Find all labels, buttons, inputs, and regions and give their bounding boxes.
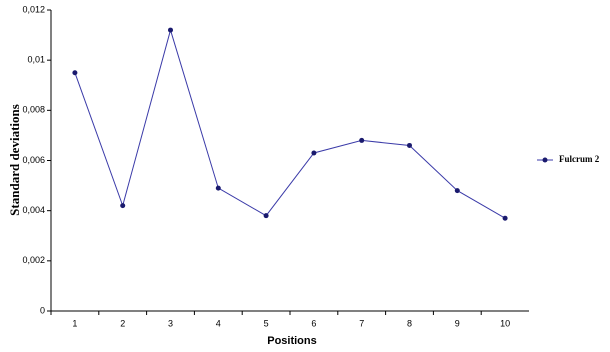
legend-label: Fulcrum 2 [559, 154, 600, 164]
x-tick-label: 7 [359, 318, 364, 328]
series-line [74, 28, 506, 219]
data-point [168, 27, 173, 33]
x-axis-label: Positions [267, 335, 317, 347]
y-tick-label: 0,01 [27, 55, 45, 65]
x-tick-label: 8 [407, 318, 412, 328]
x-tick-label: 10 [500, 318, 510, 328]
data-point [120, 203, 126, 209]
data-point [263, 213, 269, 219]
x-tick-label: 6 [311, 318, 316, 328]
x-tick-label: 4 [216, 318, 221, 328]
x-tick-label: 3 [168, 318, 173, 328]
data-point [359, 137, 365, 143]
data-point [311, 150, 317, 156]
y-tick-label: 0,008 [22, 105, 45, 115]
x-tick-label: 2 [120, 318, 125, 328]
x-tick-label: 9 [455, 318, 460, 328]
data-point [454, 188, 460, 194]
y-tick-label: 0,002 [22, 255, 45, 265]
legend-marker [542, 157, 548, 163]
data-point [215, 185, 221, 191]
y-axis-label: Standard deviations [7, 104, 22, 216]
x-tick-label: 1 [72, 318, 77, 328]
y-tick-label: 0 [40, 305, 45, 315]
y-tick-label: 0,006 [22, 155, 45, 165]
y-tick-label: 0,004 [22, 205, 45, 215]
data-point [407, 142, 412, 148]
data-point [502, 215, 508, 221]
x-tick-label: 5 [264, 318, 269, 328]
data-point [72, 70, 78, 76]
y-tick-label: 0,012 [22, 4, 45, 14]
